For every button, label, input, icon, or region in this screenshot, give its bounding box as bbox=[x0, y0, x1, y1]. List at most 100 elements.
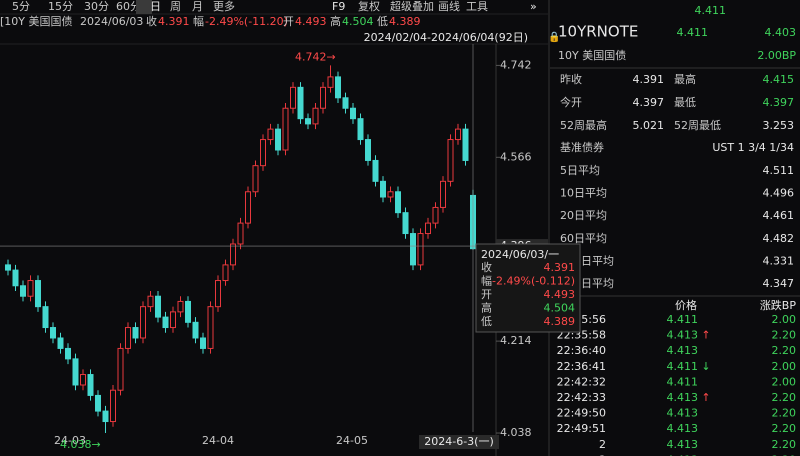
candle-body bbox=[387, 191, 394, 198]
quote-date: 2024/06/03 bbox=[80, 15, 143, 28]
candle-body bbox=[410, 233, 416, 266]
candle-body bbox=[455, 128, 461, 141]
y-tick-label: 4.214 bbox=[500, 334, 532, 347]
period-button[interactable]: 更多 bbox=[213, 0, 235, 13]
tick-change: 2.20 bbox=[772, 407, 797, 420]
tick-time: 22:49:50 bbox=[557, 407, 606, 420]
candle-body bbox=[162, 316, 169, 329]
crosshair-date: 2024-6-3(一) bbox=[424, 435, 494, 448]
tooltip-value: 4.391 bbox=[544, 261, 576, 274]
tick-change: 2.20 bbox=[772, 453, 797, 456]
candle-body bbox=[425, 222, 431, 235]
stat-label: 最低 bbox=[674, 96, 696, 109]
tick-price: 4.413 bbox=[667, 344, 699, 357]
candle-body bbox=[155, 295, 161, 318]
stat-label: 52周最高 bbox=[560, 118, 607, 132]
top-price: 4.411 bbox=[695, 4, 727, 17]
candle-body bbox=[42, 306, 49, 329]
stat-value: 4.415 bbox=[763, 73, 795, 86]
y-tick-label: 4.742 bbox=[500, 58, 532, 71]
candle-body bbox=[335, 76, 341, 99]
average-value: 4.496 bbox=[763, 187, 795, 200]
stat-label: 52周最低 bbox=[674, 119, 721, 132]
tool-button[interactable]: 画线 bbox=[438, 0, 460, 13]
tick-price: 4.411 bbox=[667, 313, 699, 326]
candle-body bbox=[110, 389, 116, 423]
period-button[interactable]: 5分 bbox=[12, 0, 30, 13]
period-button[interactable]: 日 bbox=[150, 0, 161, 13]
quote-change: -2.49%(-11.20) bbox=[205, 15, 288, 28]
tooltip-label: 开 bbox=[481, 288, 492, 301]
icon[interactable]: » bbox=[530, 0, 537, 13]
candle-body bbox=[237, 222, 244, 245]
tool-button[interactable]: F9 bbox=[332, 0, 345, 13]
tick-time: 2 bbox=[599, 438, 606, 451]
candle-body bbox=[305, 118, 311, 125]
period-button[interactable]: 60分 bbox=[116, 0, 141, 13]
active-period bbox=[136, 0, 152, 14]
tick-price: 4.413 bbox=[667, 391, 699, 404]
candle-body bbox=[380, 180, 386, 198]
candle-body bbox=[245, 191, 251, 224]
tick-change: 2.20 bbox=[772, 344, 797, 357]
tick-change: 2.00 bbox=[772, 313, 797, 326]
candle-body bbox=[140, 306, 146, 339]
quote-change-label: 幅 bbox=[193, 15, 204, 28]
period-button[interactable]: 15分 bbox=[48, 0, 73, 13]
candle-body bbox=[432, 206, 439, 224]
tool-button[interactable]: 复权 bbox=[358, 0, 380, 13]
candle-body bbox=[95, 394, 101, 412]
candle-body bbox=[50, 327, 56, 339]
candle-body bbox=[252, 165, 259, 193]
stat-label: 基准债券 bbox=[560, 140, 604, 154]
period-button[interactable]: 周 bbox=[170, 0, 181, 13]
tick-arrow: ↑ bbox=[701, 391, 710, 404]
quote-open-label: 开 bbox=[283, 15, 294, 28]
tooltip-label: 幅 bbox=[481, 275, 492, 288]
average-label: 5日平均 bbox=[560, 164, 600, 177]
candle-body bbox=[350, 107, 356, 120]
tooltip-value: 4.389 bbox=[544, 315, 576, 328]
candle-body bbox=[462, 128, 469, 161]
tooltip-value: 4.493 bbox=[544, 288, 576, 301]
candle-body bbox=[402, 212, 409, 235]
candle-body bbox=[132, 327, 139, 339]
min-label: 4.038 bbox=[60, 438, 92, 451]
tick-price: 4.413 bbox=[667, 438, 699, 451]
tick-time: 22:49:51 bbox=[557, 422, 606, 435]
candle-body bbox=[170, 311, 176, 329]
candle-body bbox=[200, 337, 206, 349]
change-bp: 2.00BP bbox=[757, 49, 796, 62]
tool-button[interactable]: 工具 bbox=[466, 0, 488, 13]
period-button[interactable]: 月 bbox=[192, 0, 203, 13]
quote-open: 4.493 bbox=[295, 15, 327, 28]
y-tick-label: 4.566 bbox=[500, 150, 532, 163]
period-button[interactable]: 30分 bbox=[84, 0, 109, 13]
candle-body bbox=[342, 97, 349, 109]
candle-body bbox=[447, 139, 454, 182]
date-marker bbox=[419, 435, 499, 449]
candle-body bbox=[72, 358, 79, 386]
tick-time: 22:42:32 bbox=[557, 375, 606, 388]
tick-price: 4.413 bbox=[667, 422, 699, 435]
candle-body bbox=[267, 128, 274, 141]
average-value: 4.482 bbox=[763, 232, 795, 245]
quote-name: [10Y 美国国债 bbox=[0, 14, 73, 28]
x-tick-label: 24-04 bbox=[202, 434, 234, 447]
quote-low: 4.389 bbox=[389, 15, 421, 28]
candle-body bbox=[417, 233, 424, 266]
tick-change: 2.20 bbox=[772, 438, 797, 451]
stat-value: 3.253 bbox=[763, 119, 795, 132]
average-value: 4.347 bbox=[763, 277, 795, 290]
tooltip bbox=[475, 243, 581, 333]
tool-button[interactable]: 超级叠加 bbox=[390, 0, 434, 13]
candle-body bbox=[275, 128, 281, 151]
candle-body bbox=[102, 410, 109, 423]
candle-body bbox=[297, 86, 304, 120]
average-value: 4.461 bbox=[763, 209, 795, 222]
stat-value: 4.397 bbox=[763, 96, 795, 109]
candle-body bbox=[117, 347, 124, 391]
stat-value: 5.021 bbox=[633, 119, 665, 132]
